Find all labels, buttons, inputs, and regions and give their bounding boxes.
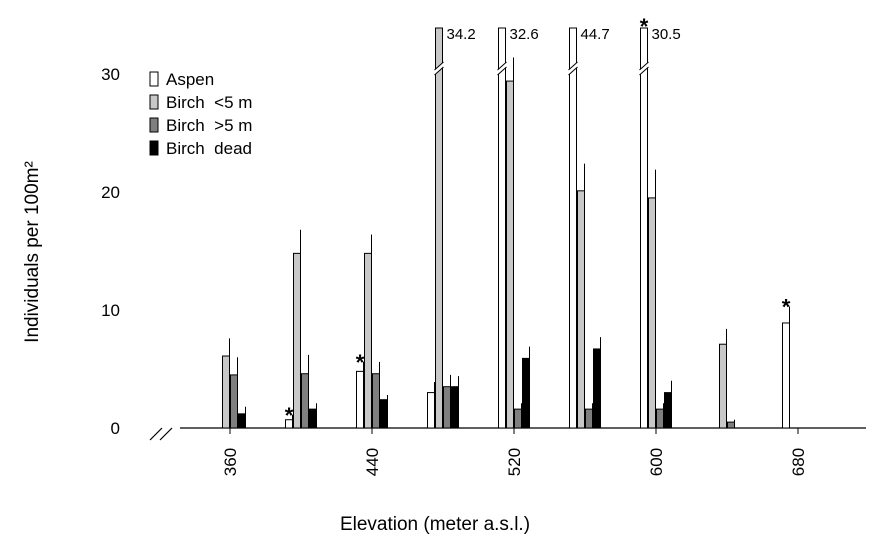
bar-break	[497, 66, 507, 76]
bar	[285, 419, 293, 429]
bar	[640, 27, 648, 429]
bar	[727, 421, 735, 429]
legend-swatch	[149, 71, 159, 87]
legend-swatch	[149, 140, 159, 156]
y-tick-label: 20	[101, 183, 120, 202]
bar	[380, 399, 388, 429]
bar	[356, 370, 364, 429]
value-label: 44.7	[581, 26, 610, 43]
annotation: *	[640, 14, 649, 39]
bar	[577, 190, 585, 429]
bar	[230, 374, 238, 429]
y-tick-label: 10	[101, 301, 120, 320]
x-tick-label: 680	[789, 448, 808, 476]
axis-break	[159, 427, 173, 441]
y-tick-label: 30	[101, 65, 120, 84]
bar-break	[639, 62, 649, 75]
value-label: 32.6	[510, 26, 539, 43]
bar	[664, 392, 672, 429]
bar-break	[639, 61, 649, 71]
x-axis-title: Elevation (meter a.s.l.)	[340, 514, 530, 535]
bar	[427, 392, 435, 429]
bar-break	[434, 66, 444, 76]
bar	[222, 355, 230, 429]
bar	[293, 252, 301, 429]
x-tick-label: 360	[221, 448, 240, 476]
bar	[585, 408, 593, 429]
bar-break	[568, 61, 578, 71]
bar-break	[639, 66, 649, 76]
bar	[372, 373, 380, 429]
legend-label: Aspen	[166, 70, 214, 89]
bar	[719, 343, 727, 429]
bar	[443, 386, 451, 429]
annotation: *	[285, 403, 294, 428]
x-tick-label: 440	[363, 448, 382, 476]
annotation: *	[356, 350, 365, 375]
legend-swatch	[149, 117, 159, 133]
annotation: *	[782, 294, 791, 319]
bar	[309, 408, 317, 429]
legend-label: Birch dead	[166, 139, 252, 158]
legend-label: Birch <5 m	[166, 93, 252, 112]
y-tick-label: 0	[111, 419, 120, 438]
bar	[648, 197, 656, 429]
bar	[593, 348, 601, 429]
bar	[522, 357, 530, 429]
axis-break	[149, 427, 163, 441]
x-tick-label: 520	[505, 448, 524, 476]
bar	[498, 27, 506, 429]
bar-break	[497, 61, 507, 71]
bar	[301, 373, 309, 429]
bar	[364, 252, 372, 429]
bar-break	[434, 62, 444, 75]
legend-swatch	[149, 94, 159, 110]
value-label: 30.5	[652, 26, 681, 43]
y-axis-title: Individuals per 100m²	[22, 161, 43, 343]
bar	[569, 27, 577, 429]
bar-break	[497, 62, 507, 75]
bar	[451, 386, 459, 429]
bar-break	[434, 61, 444, 71]
bar	[435, 27, 443, 429]
bar	[514, 408, 522, 429]
bar-break	[568, 62, 578, 75]
bar	[782, 322, 790, 429]
legend-label: Birch >5 m	[166, 116, 252, 135]
bar-break	[568, 66, 578, 76]
value-label: 34.2	[447, 26, 476, 43]
x-tick-label: 600	[647, 448, 666, 476]
bar	[656, 408, 664, 429]
bar	[238, 413, 246, 429]
bar	[506, 80, 514, 429]
